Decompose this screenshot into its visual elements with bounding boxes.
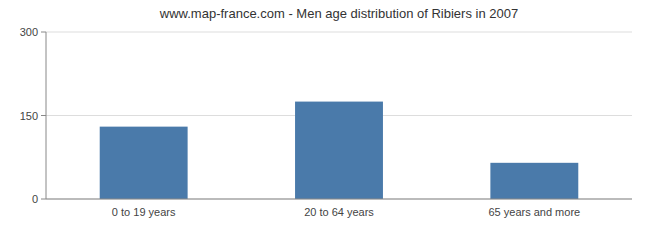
bar (490, 163, 578, 199)
x-axis-line (46, 199, 632, 200)
page: {"chart_data": {"type": "bar", "title": … (0, 0, 650, 229)
y-axis-line (46, 32, 47, 199)
x-tick-label: 0 to 19 years (112, 206, 176, 218)
grid-line (46, 199, 632, 200)
x-tick-label: 20 to 64 years (304, 206, 374, 218)
y-tick-label: 150 (20, 110, 38, 122)
bar (100, 127, 188, 199)
chart-title: www.map-france.com - Men age distributio… (159, 6, 518, 21)
y-axis: 0 150 300 (20, 26, 46, 205)
grid-line (46, 32, 632, 33)
chart-svg: www.map-france.com - Men age distributio… (0, 0, 650, 229)
y-tick (41, 199, 46, 200)
y-tick-label: 0 (32, 193, 38, 205)
x-tick-label: 65 years and more (488, 206, 580, 218)
y-tick (41, 115, 46, 116)
chart-container: www.map-france.com - Men age distributio… (0, 0, 650, 229)
y-tick (41, 32, 46, 33)
bars (100, 102, 579, 199)
y-tick-label: 300 (20, 26, 38, 38)
bar (295, 102, 383, 199)
x-axis: 0 to 19 years 20 to 64 years 65 years and … (46, 199, 632, 218)
grid (46, 32, 632, 199)
